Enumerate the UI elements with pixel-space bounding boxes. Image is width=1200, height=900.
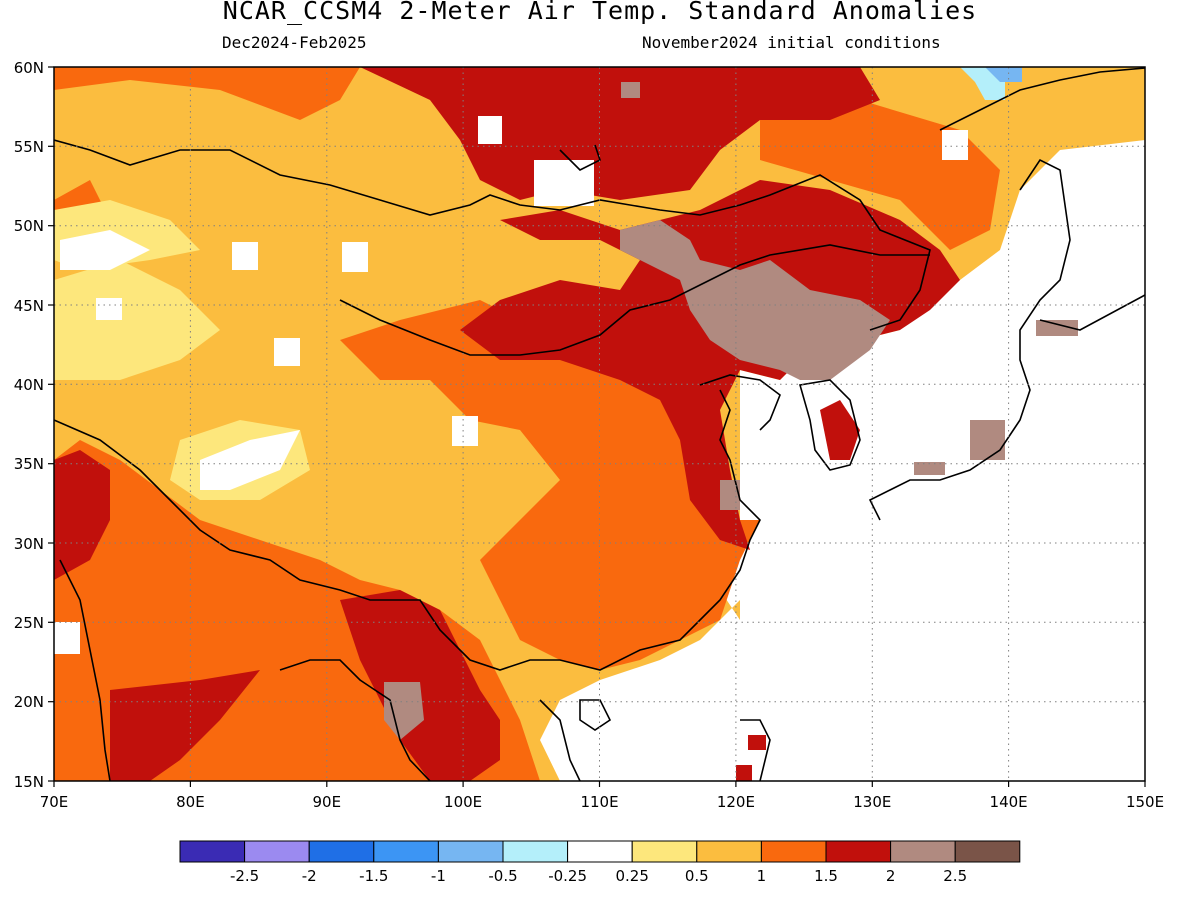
forecast-period: Dec2024-Feb2025 <box>222 33 367 52</box>
lon-label: 90E <box>313 793 342 811</box>
colorbar-swatch <box>502 840 569 863</box>
lon-label: 130E <box>853 793 891 811</box>
colorbar-swatch <box>760 840 827 863</box>
lon-label: 80E <box>176 793 205 811</box>
mask-7 <box>54 622 80 654</box>
mask-5 <box>274 338 300 366</box>
colorbar-swatch <box>567 840 633 863</box>
colorbar-swatch <box>954 840 1021 863</box>
colorbar-swatch <box>308 840 375 863</box>
lon-label: 140E <box>990 793 1028 811</box>
colorbar-label: -1.5 <box>359 867 388 885</box>
field-15-ne <box>760 100 1000 250</box>
colorbar-label: 2 <box>886 867 896 885</box>
field-2-taiwan2 <box>736 765 752 781</box>
colorbar-swatch <box>179 840 246 863</box>
field-2-india <box>110 670 260 781</box>
mask-3 <box>232 242 258 270</box>
border-mongolia <box>339 244 930 356</box>
coast-india-west <box>59 559 111 781</box>
lat-label: 50N <box>14 217 44 235</box>
field-2-siberia <box>360 67 880 200</box>
colorbar-swatch <box>437 840 504 863</box>
lon-labels: 70E 80E 90E 100E 110E 120E 130E 140E 150… <box>40 793 1164 811</box>
field-15-north <box>54 67 360 120</box>
field-25-coast <box>720 480 740 510</box>
coast-baikal <box>559 144 601 171</box>
field-25-siberia <box>621 82 640 98</box>
coast-taiwan <box>740 719 771 781</box>
colorbar-label: -2 <box>302 867 317 885</box>
colorbar-swatch <box>244 840 310 863</box>
lat-label: 35N <box>14 455 44 473</box>
lon-label: 150E <box>1126 793 1164 811</box>
coast-hainan <box>579 699 612 731</box>
mask-4 <box>96 298 122 320</box>
field-2-taiwan1 <box>748 735 766 750</box>
colorbar-swatch <box>890 840 956 863</box>
mask-2 <box>342 242 368 272</box>
lat-label: 55N <box>14 138 44 156</box>
lat-label: 30N <box>14 535 44 553</box>
field-25-china <box>620 220 890 380</box>
mask-1 <box>478 116 502 144</box>
lat-label: 25N <box>14 614 44 632</box>
colorbar-swatch <box>373 840 439 863</box>
coast-vietnam <box>539 699 581 781</box>
map-title: NCAR_CCSM4 2-Meter Air Temp. Standard An… <box>222 0 978 25</box>
field-2-pakistan <box>54 450 110 580</box>
colorbar-swatch <box>631 840 698 863</box>
tick-marks <box>48 66 1146 787</box>
coast-bay-bengal <box>279 659 431 781</box>
colorbar-label: 0.5 <box>685 867 709 885</box>
field-25-myanmar <box>384 682 424 740</box>
lat-label: 45N <box>14 297 44 315</box>
lon-label: 100E <box>444 793 482 811</box>
coast-bohai <box>699 374 781 431</box>
lon-label: 70E <box>40 793 69 811</box>
initial-conditions: November2024 initial conditions <box>642 33 941 52</box>
lon-label: 120E <box>717 793 755 811</box>
field-25-kyushu <box>914 462 945 475</box>
coast-hokkaido <box>1039 294 1145 331</box>
colorbar <box>179 840 1021 863</box>
colorbar-swatch <box>696 840 762 863</box>
anomaly-fields <box>54 67 1145 781</box>
colorbar-label: -2.5 <box>230 867 259 885</box>
lat-label: 15N <box>14 773 44 791</box>
colorbar-swatch <box>825 840 892 863</box>
mask-6 <box>452 416 478 446</box>
mask-8 <box>942 130 968 160</box>
lat-labels: 60N 55N 50N 45N 40N 35N 30N 25N 20N 15N <box>14 59 44 791</box>
border-north <box>54 139 931 331</box>
lat-label: 20N <box>14 693 44 711</box>
colorbar-label: 2.5 <box>943 867 967 885</box>
gridlines <box>54 67 1145 781</box>
field-neutral-tibet <box>200 430 300 490</box>
field-neg-05 <box>985 67 1022 82</box>
field-05-west <box>54 260 220 380</box>
field-neutral-east <box>740 140 1145 781</box>
coast-korea <box>798 379 861 471</box>
colorbar-label: -0.25 <box>548 867 587 885</box>
field-2-mongolia-china <box>460 180 960 550</box>
coast-okhotsk <box>939 67 1145 131</box>
lat-label: 40N <box>14 376 44 394</box>
colorbar-label: 0.25 <box>615 867 648 885</box>
colorbar-label: 1.5 <box>814 867 838 885</box>
field-2-korea <box>820 400 860 460</box>
colorbar-label: -1 <box>431 867 446 885</box>
field-neutral-south <box>540 520 760 781</box>
colorbar-label: 1 <box>757 867 767 885</box>
field-25-hokkaido <box>1036 320 1078 336</box>
coast-japan <box>868 158 1071 521</box>
field-25-japan <box>970 420 1005 460</box>
colorbar-label: -0.5 <box>488 867 517 885</box>
lon-label: 110E <box>580 793 618 811</box>
lat-label: 60N <box>14 59 44 77</box>
field-neutral-kaz <box>60 230 150 270</box>
colorbar-labels: -2.5 -2 -1.5 -1 -0.5 -0.25 0.25 0.5 1 1.5 2 2.5 <box>230 867 967 885</box>
